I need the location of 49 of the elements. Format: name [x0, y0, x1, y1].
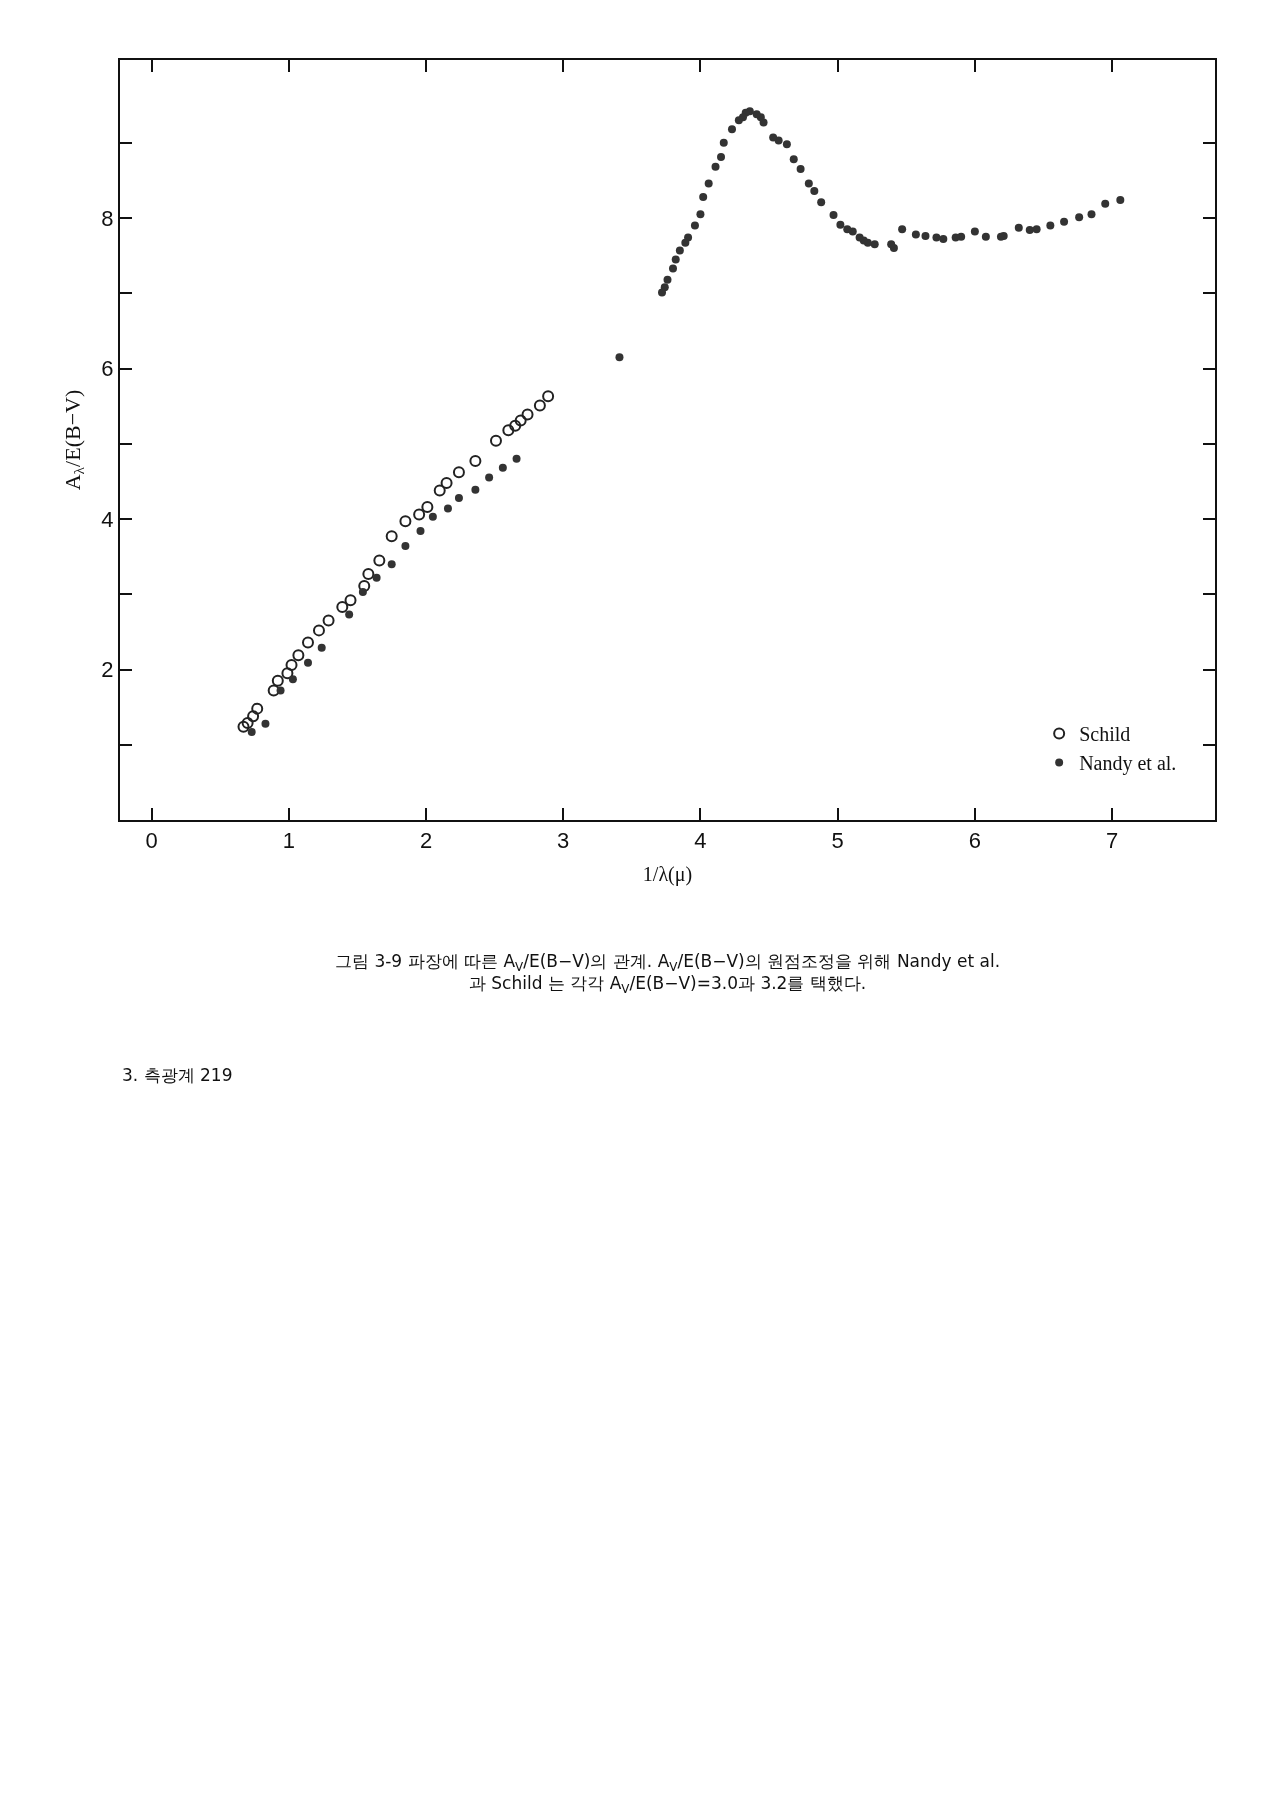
y-tick-label: 2 [101, 657, 114, 683]
text: 그림 3-9 파장에 따른 A$_{V}$/E(B−V)의 관계. A$_{V}$/E(B−V)의 원점조정을 위해 Nandy et al. 과 Schild 는 각각 A$_{V}$/E(B−V)=3.0과 3.2를 택했다. [335, 951, 1001, 996]
point [362, 567, 375, 580]
point [542, 390, 555, 403]
x-tick-label: 1 [282, 828, 295, 854]
legend-label: Schild [1079, 723, 1131, 746]
point [241, 716, 254, 729]
point [251, 702, 264, 715]
point [399, 515, 412, 528]
point [292, 649, 305, 662]
point [373, 554, 386, 567]
point [521, 408, 534, 421]
point [433, 484, 446, 497]
point [285, 658, 298, 671]
point [247, 710, 260, 723]
point [301, 636, 314, 649]
point [489, 434, 502, 447]
point [413, 508, 426, 521]
point [421, 500, 434, 513]
point [281, 667, 294, 680]
x-axis-title: 1/λ(μ) [642, 863, 693, 887]
x-tick-label: 6 [968, 828, 981, 854]
point [271, 674, 284, 687]
point [344, 594, 357, 607]
point [533, 399, 546, 412]
point [509, 419, 522, 432]
x-tick-label: 4 [694, 828, 707, 854]
point [312, 624, 325, 637]
point [514, 414, 527, 427]
y-tick-label: 6 [101, 356, 114, 382]
y-tick-label: 4 [101, 506, 114, 532]
x-tick-label: 2 [419, 828, 433, 854]
point [502, 424, 515, 437]
point [440, 476, 453, 489]
point [385, 530, 398, 543]
x-tick-label: 0 [145, 828, 158, 854]
point [336, 601, 349, 614]
x-tick-label: 3 [557, 828, 570, 854]
legend-label: Nandy et al. [1079, 752, 1177, 776]
point [358, 579, 371, 592]
y-tick-label: 8 [101, 205, 114, 231]
x-tick-label: 5 [831, 828, 844, 854]
point [322, 614, 335, 627]
point [267, 684, 280, 697]
point [452, 466, 465, 479]
x-tick-label: 7 [1105, 828, 1119, 854]
point [237, 720, 250, 733]
point [469, 455, 482, 468]
text: 3. 측광계 219 [122, 1065, 233, 1085]
